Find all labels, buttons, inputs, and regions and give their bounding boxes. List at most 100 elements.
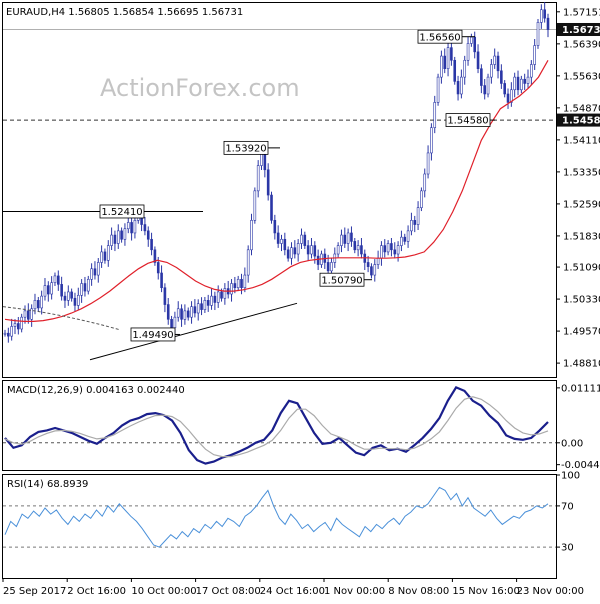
candle-body: [326, 262, 330, 272]
x-axis-label: 23 Nov 00:00: [517, 586, 584, 597]
candle-body: [436, 76, 440, 103]
candle-body: [96, 262, 100, 276]
rsi-axis-label: 70: [561, 501, 574, 512]
candle-body: [533, 45, 536, 65]
price-label-text: 1.50790: [321, 275, 362, 286]
candle-body: [510, 89, 513, 103]
macd-line: [4, 386, 549, 465]
candle-body: [400, 236, 403, 246]
candle-body: [86, 278, 90, 292]
candle-body: [516, 76, 520, 91]
candle-body: [340, 234, 343, 246]
candle-body: [180, 308, 183, 320]
candle-body: [276, 232, 280, 244]
rsi-title: RSI(14) 68.8939: [7, 479, 88, 490]
candle-body: [426, 152, 430, 175]
price-label-text: 1.56560: [419, 32, 460, 43]
candle-body: [303, 234, 307, 246]
candle-body: [413, 220, 417, 225]
candle-body: [213, 295, 217, 303]
candle-body: [456, 81, 460, 95]
candle-body: [80, 283, 83, 296]
candle-body: [483, 85, 487, 95]
price-label-box: [130, 327, 176, 342]
candle-body: [223, 288, 227, 299]
candle-body: [380, 245, 383, 259]
candle-body: [186, 310, 190, 318]
candle-body: [53, 275, 57, 283]
x-axis-label: 1 Nov 00:00: [324, 586, 385, 597]
candle-body: [220, 291, 223, 299]
candle-body: [113, 234, 117, 244]
candle-body: [196, 303, 200, 314]
candle-body: [343, 234, 347, 244]
candle-body: [120, 230, 123, 240]
candle-body: [300, 234, 303, 244]
candle-body: [240, 278, 243, 289]
candle-body: [90, 268, 93, 280]
candle-body: [406, 230, 410, 242]
candle-body: [50, 282, 53, 295]
candle-body: [453, 59, 457, 82]
candle-body: [93, 268, 97, 276]
candle-body: [146, 230, 150, 240]
candle-body: [210, 295, 213, 306]
candle-body: [306, 245, 310, 255]
price-axis-label: 1.53350: [563, 167, 600, 178]
candle-body: [473, 36, 477, 53]
candle-body: [293, 247, 297, 255]
candle-body: [506, 93, 510, 103]
watermark: ActionForex.com: [100, 74, 300, 102]
candle-body: [286, 249, 290, 259]
price-axis-label: 1.51830: [563, 231, 600, 242]
moving-average-line: [4, 60, 549, 322]
last-price-badge: [557, 22, 600, 36]
price-label-text: 1.49490: [132, 330, 173, 341]
candle-body: [313, 245, 317, 257]
candle-body: [330, 262, 333, 272]
price-label-box: [319, 272, 365, 287]
price-label-box: [223, 140, 269, 155]
rsi-plot: [3, 486, 556, 548]
price-axis-label: 1.54110: [563, 135, 600, 146]
candle-body: [423, 173, 427, 192]
price-axis-label: 1.49570: [563, 327, 600, 338]
candle-body: [336, 245, 340, 255]
level-price-badge: [557, 113, 600, 127]
candle-body: [526, 76, 530, 84]
candle-body: [57, 275, 60, 285]
candle-body: [233, 283, 237, 289]
candle-body: [480, 68, 483, 86]
x-axis-label: 10 Oct 00:00: [131, 586, 196, 597]
candle-body: [13, 323, 17, 327]
price-axis-label: 1.48810: [563, 359, 600, 370]
candle-body: [420, 190, 423, 208]
candle-body: [460, 76, 463, 95]
candle-body: [386, 243, 390, 253]
candle-body: [513, 76, 516, 91]
candle-body: [150, 238, 153, 251]
candle-body: [27, 310, 30, 320]
macd-axis-label: 0.00: [561, 438, 583, 449]
candle-body: [163, 287, 167, 305]
candle-body: [503, 83, 506, 95]
macd-axis-label: 0.011111: [561, 383, 600, 394]
candle-body: [280, 238, 283, 244]
rsi-axis-label: 30: [561, 543, 574, 554]
candle-body: [366, 262, 370, 267]
candle-body: [270, 194, 273, 221]
candle-body: [350, 232, 353, 242]
last-price-label: 1.56731: [562, 25, 600, 36]
candle-body: [500, 70, 503, 84]
candle-body: [103, 251, 107, 261]
price-label-text: 1.52410: [101, 207, 142, 218]
candle-body: [530, 64, 533, 78]
price-label-box: [417, 29, 463, 44]
candle-body: [156, 262, 160, 274]
price-label-text: 1.54580: [447, 116, 488, 127]
candle-body: [47, 285, 50, 295]
candle-body: [166, 304, 170, 320]
candle-body: [66, 291, 70, 301]
candle-body: [100, 251, 103, 263]
